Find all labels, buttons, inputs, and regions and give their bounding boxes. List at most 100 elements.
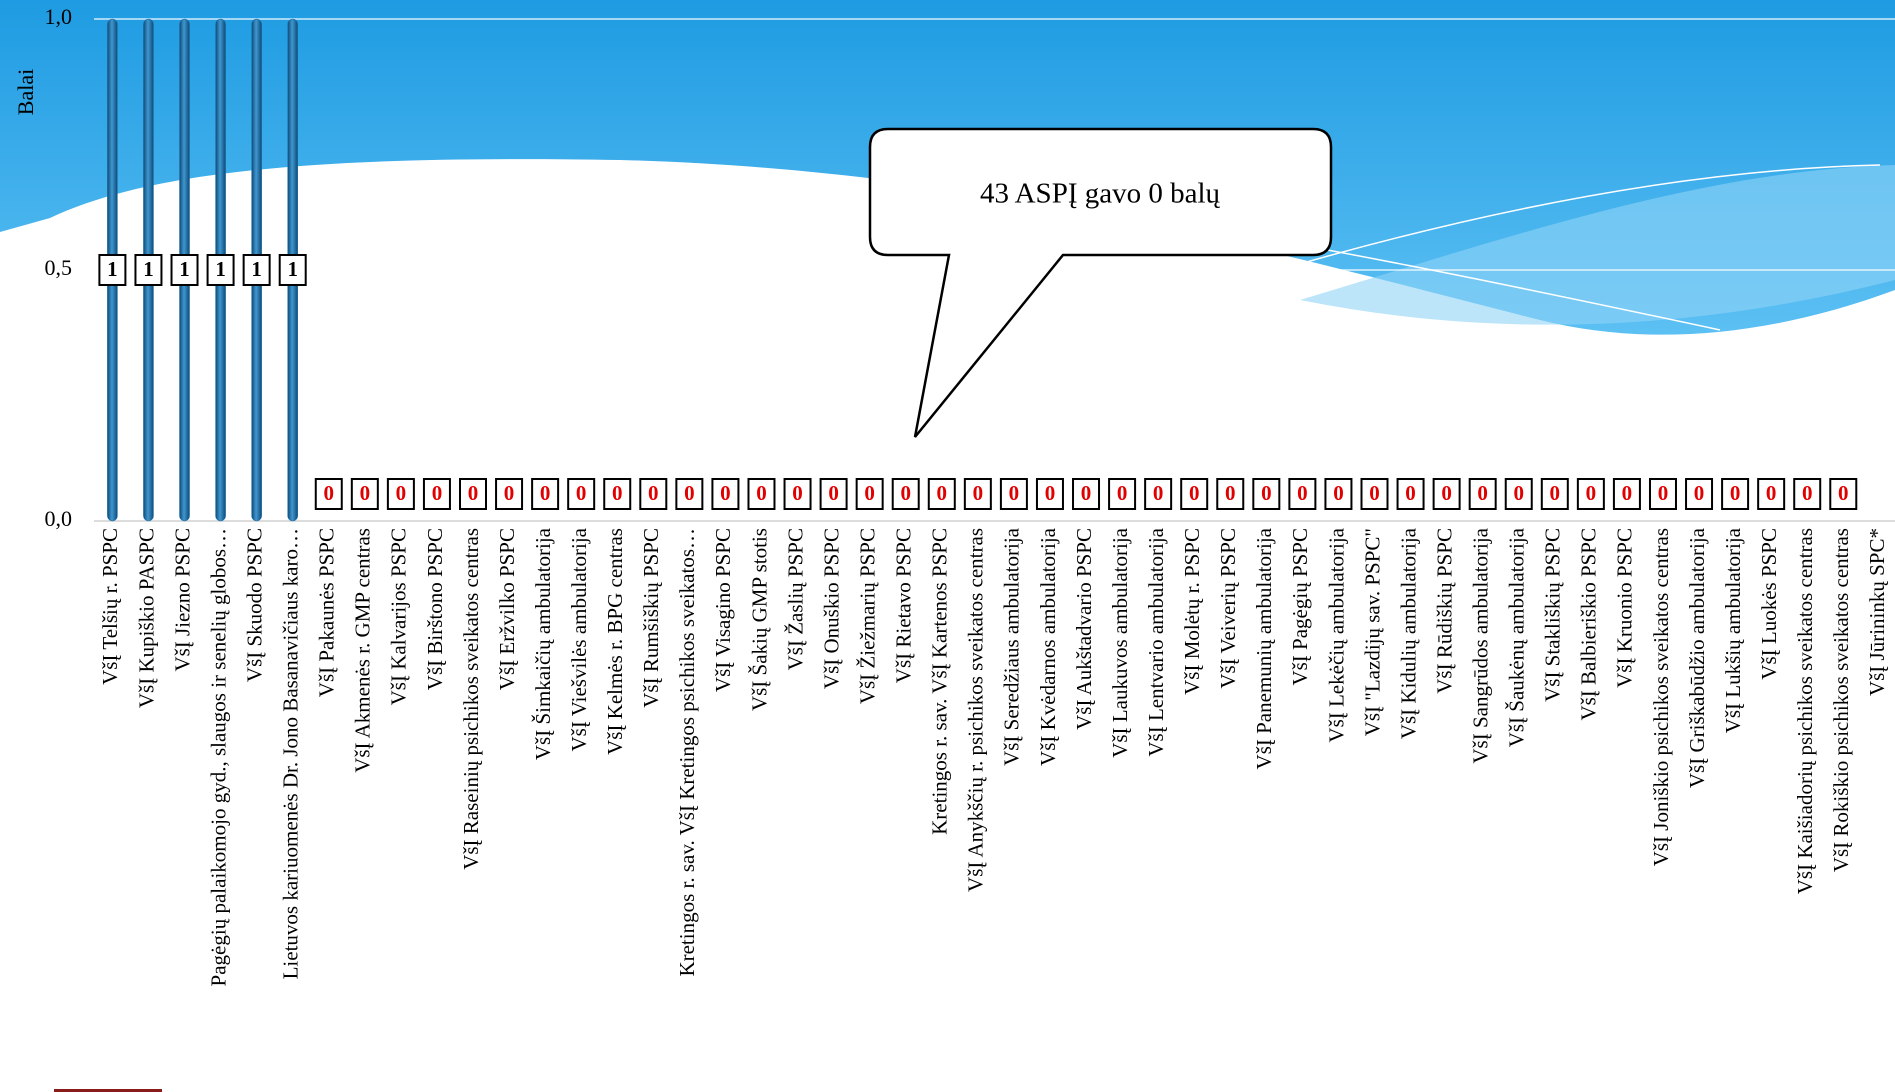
value-label: 0 [1261,481,1272,505]
value-label: 1 [107,257,118,281]
x-tick-label: VšĮ Šimkaičių ambulatorija [531,527,555,760]
y-tick-label: 0,0 [45,506,73,531]
value-label-box [459,478,487,510]
x-tick-label: VšĮ Onuškio PSPC [819,528,843,689]
value-label: 0 [1766,481,1777,505]
x-tick-label: VšĮ Lentvario ambulatorija [1144,527,1168,756]
value-label: 0 [792,481,803,505]
value-label-box [999,478,1028,510]
x-tick-label: VšĮ Lukšių ambulatorija [1721,527,1745,733]
value-label: 0 [1694,481,1705,505]
value-label: 0 [864,481,875,505]
value-label-box [170,254,199,286]
x-tick-label: VšĮ Telšių r. PSPC [98,528,122,685]
value-label: 0 [432,481,443,505]
x-tick-label: VšĮ Raseinių psichikos sveikatos centras [459,528,483,870]
value-label-box [1144,478,1173,510]
value-label: 0 [828,481,839,505]
value-label: 0 [1513,481,1524,505]
x-tick-label: Kretingos r. sav. VšĮ Kretingos psichiko… [675,528,699,977]
value-label: 0 [540,481,551,505]
value-label-box [386,478,415,510]
background-line [1179,164,1881,301]
value-label: 0 [756,481,767,505]
x-tick-label: VšĮ Kalvarijos PSPC [387,528,411,705]
value-label-box [1180,478,1209,510]
value-label: 0 [504,481,515,505]
value-label: 0 [1117,481,1128,505]
x-tick-label: VšĮ "Lazdijų sav. PSPC" [1360,528,1384,736]
value-label: 0 [1730,481,1741,505]
x-tick-label: Lietuvos kariuomenės Dr. Jono Basanaviči… [279,528,303,979]
value-label-box [1360,478,1389,510]
value-label: 0 [1477,481,1488,505]
value-label-box [1576,478,1605,510]
value-label: 0 [1802,481,1813,505]
x-tick-label: VšĮ Jūrininkų SPC* [1865,528,1889,696]
value-label-box [1396,478,1425,510]
value-label-box [350,478,379,510]
x-tick-label: Pagėgių palaikomojo gyd., slaugos ir sen… [206,528,230,986]
value-label-box [927,478,956,510]
background-wave [1300,165,1895,325]
decoration [54,1089,162,1092]
x-tick-label: VšĮ Kupiškio PASPC [134,528,158,708]
value-label-box [1829,478,1858,510]
value-label-box [134,254,163,286]
value-label-box [747,478,776,510]
x-tick-label: VšĮ Rokiškio psichikos sveikatos centras [1829,528,1853,872]
value-label: 1 [287,257,298,281]
x-tick-label: VšĮ Griškabūdžio ambulatorija [1685,527,1709,788]
value-label: 0 [1586,481,1597,505]
value-label-box [1793,478,1822,510]
value-label: 0 [720,481,731,505]
x-tick-label: VšĮ Skuodo PSPC [242,528,266,682]
value-label-box [278,254,307,286]
y-tick-label: 1,0 [45,4,73,29]
value-label: 0 [684,481,695,505]
callout [868,127,1333,438]
value-label-box [98,254,127,286]
value-label-box [603,478,632,510]
x-tick-label: VšĮ Šakių GMP stotis [747,528,771,711]
x-tick-label: VšĮ Rietavo PSPC [892,528,916,683]
x-tick-label: VšĮ Kvėdarnos ambulatorija [1036,527,1060,766]
x-tick-label: VšĮ Akmenės r. GMP centras [351,528,375,773]
value-label: 0 [1550,481,1561,505]
value-label-box [1035,478,1064,510]
x-tick-label: VšĮ Veiverių PSPC [1216,528,1240,689]
value-label: 0 [1333,481,1344,505]
value-label-box [314,478,343,510]
value-label: 0 [324,481,335,505]
x-tick-label: VšĮ Kidulių ambulatorija [1396,527,1420,739]
value-label: 0 [900,481,911,505]
value-label-box [1252,478,1281,510]
value-label-box [963,478,992,510]
value-label-box [1648,478,1677,510]
x-tick-label: Kretingos r. sav. VšĮ Kartenos PSPC [928,528,952,835]
x-tick-label: VšĮ Kruonio PSPC [1613,528,1637,688]
x-tick-label: VšĮ Seredžiaus ambulatorija [1000,527,1024,766]
x-tick-label: VšĮ Pakaunės PSPC [315,528,339,697]
value-label: 0 [937,481,948,505]
value-label: 0 [1369,481,1380,505]
value-label-box [206,254,235,286]
value-label: 1 [179,257,190,281]
value-label-box [783,478,812,510]
value-label-box [855,478,884,510]
value-label-box [567,478,596,510]
value-label: 1 [251,257,262,281]
x-tick-label: VšĮ Žiežmarių PSPC [855,528,879,704]
x-tick-label: VšĮ Visagino PSPC [711,528,735,692]
value-label-box [1757,478,1786,510]
x-tick-label: VšĮ Rūdiškių PSPC [1432,528,1456,694]
value-label-box [242,254,271,286]
value-label: 0 [1225,481,1236,505]
value-label-box [531,478,560,510]
value-label-box [891,478,920,510]
x-tick-label: VšĮ Lekėčių ambulatorija [1324,527,1348,742]
x-tick-label: VšĮ Rumšiškių PSPC [639,528,663,708]
y-tick-label: 0,5 [45,255,73,280]
